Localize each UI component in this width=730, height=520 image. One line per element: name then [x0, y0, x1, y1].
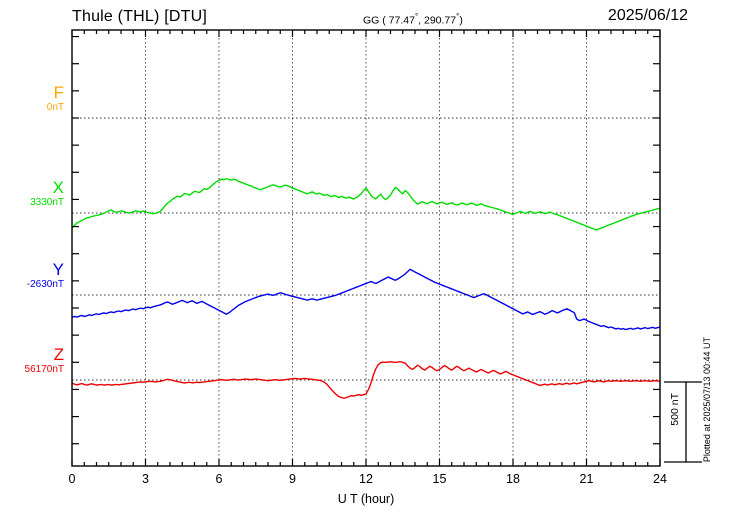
x-tick-label: 3	[142, 472, 149, 486]
geo-lat: GG ( 77.47	[363, 14, 415, 27]
geo-paren-close: )	[459, 14, 463, 27]
plot-date: 2025/06/12	[607, 7, 688, 24]
station-title: Thule (THL) [DTU]	[72, 8, 207, 25]
geo-lon: , 290.77	[418, 14, 457, 27]
scalebar	[664, 381, 702, 463]
x-tick-label: 9	[289, 472, 296, 486]
component-name: X	[52, 178, 64, 197]
degree-symbol-lon: °	[456, 12, 460, 21]
x-tick-label: 6	[215, 472, 223, 486]
component-name: Z	[53, 345, 64, 364]
axis-label-x: X 3330nT	[30, 179, 64, 208]
component-baseline-value: 56170nT	[24, 364, 64, 375]
component-name: F	[53, 83, 64, 102]
geographic-coordinates: GG ( 77.47°, 290.77°)	[363, 12, 463, 27]
scalebar-label: 500 nT	[669, 393, 681, 426]
degree-symbol-lat: °	[414, 12, 419, 21]
axis-label-f: F 0nT	[47, 84, 64, 113]
plot-frame	[71, 29, 661, 467]
x-tick-label: 24	[653, 472, 667, 486]
x-tick-label: 18	[506, 472, 520, 486]
x-tick-label: 0	[68, 472, 76, 486]
component-name: Y	[52, 260, 64, 279]
x-tick-label: 21	[579, 472, 594, 486]
axis-label-y: Y -2630nT	[27, 261, 64, 290]
component-baseline-value: -2630nT	[26, 279, 64, 290]
axis-label-z: Z 56170nT	[25, 346, 64, 375]
x-tick-label: 15	[432, 472, 447, 486]
x-axis-title: U T (hour)	[337, 492, 395, 506]
component-baseline-value: 0nT	[46, 102, 64, 113]
plotted-at-stamp: Plotted at 2025/07/13 00:44 UT	[702, 337, 712, 463]
component-baseline-value: 3330nT	[30, 197, 64, 208]
trace-group	[71, 178, 661, 399]
gridlines	[72, 30, 660, 466]
x-tick-label: 12	[359, 472, 373, 486]
